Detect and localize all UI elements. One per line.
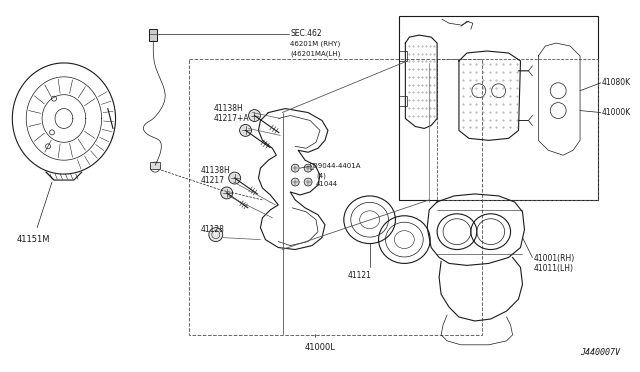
Bar (399, 96, 407, 106)
Circle shape (239, 125, 252, 137)
Text: (46201MA(LH): (46201MA(LH) (290, 50, 340, 57)
Bar (150, 162, 160, 169)
Text: 41217+A: 41217+A (214, 113, 250, 122)
Text: 41001(RH): 41001(RH) (533, 254, 575, 263)
Bar (399, 16, 598, 200)
Text: 41011(LH): 41011(LH) (533, 264, 573, 273)
Circle shape (248, 110, 260, 122)
Bar (437, 59, 598, 200)
Text: 41128: 41128 (201, 225, 225, 234)
Circle shape (221, 187, 233, 199)
Text: J440007V: J440007V (580, 348, 620, 357)
Bar (399, 51, 407, 61)
Circle shape (304, 178, 312, 186)
Text: 41080K: 41080K (602, 78, 631, 87)
Circle shape (291, 178, 299, 186)
Text: 41044: 41044 (316, 181, 338, 187)
Circle shape (304, 164, 312, 172)
Text: SEC.462: SEC.462 (290, 29, 322, 38)
Text: 41138H: 41138H (201, 166, 230, 175)
Text: 41000K: 41000K (602, 108, 631, 117)
Text: 41121: 41121 (348, 271, 372, 280)
Circle shape (209, 228, 223, 241)
Text: 41000L: 41000L (305, 343, 336, 352)
Text: 41138H: 41138H (214, 104, 244, 113)
Text: (4): (4) (316, 172, 326, 179)
Text: 41151M: 41151M (16, 235, 50, 244)
Bar (189, 59, 482, 335)
Text: Ⓒ09044-4401A: Ⓒ09044-4401A (310, 162, 362, 169)
Text: 46201M (RHY): 46201M (RHY) (290, 40, 340, 46)
Circle shape (228, 172, 241, 184)
Text: 41217: 41217 (201, 176, 225, 185)
Bar (149, 29, 157, 41)
Circle shape (291, 164, 299, 172)
